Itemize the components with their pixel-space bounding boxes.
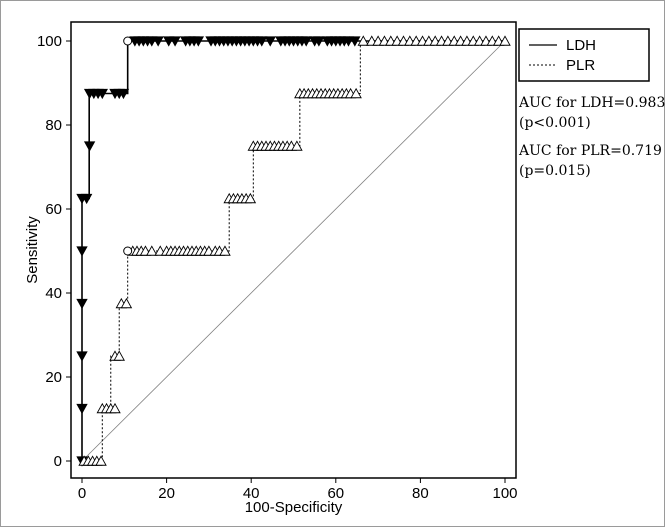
ldh-marker (80, 193, 93, 205)
y-tick-label: 40 (45, 285, 62, 302)
ldh-marker (256, 36, 268, 47)
ldh-marker (169, 36, 181, 47)
plr-cutoff-marker (123, 246, 133, 256)
y-tick-label: 60 (45, 201, 62, 218)
annotation-ldh-auc: AUC for LDH=0.983 (p<0.001) (519, 95, 665, 131)
x-tick-label: 20 (158, 485, 175, 502)
x-tick-label: 60 (327, 485, 344, 502)
plr-marker (146, 245, 158, 256)
ldh-marker (300, 36, 312, 47)
y-axis-title: Sensitivity (24, 216, 41, 284)
annotation-plr-auc: AUC for PLR=0.719 (p=0.015) (519, 143, 662, 179)
plr-marker (244, 192, 257, 204)
x-tick-label: 0 (78, 485, 86, 502)
y-tick-label: 0 (54, 453, 62, 470)
ldh-marker (96, 88, 108, 100)
plr-marker (219, 245, 231, 256)
ldh-marker (76, 403, 88, 415)
ldh-marker (152, 36, 164, 47)
plr-marker (291, 140, 303, 151)
y-tick-label: 20 (45, 369, 62, 386)
ldh-marker (192, 36, 205, 47)
ldh-marker (76, 351, 88, 362)
x-tick-label: 80 (412, 485, 429, 502)
plr-marker (95, 455, 107, 466)
ldh-marker (313, 36, 325, 47)
ldh-cutoff-marker (123, 36, 133, 46)
x-tick-label: 40 (243, 485, 260, 502)
ldh-marker (117, 88, 130, 100)
plr-marker (357, 35, 370, 46)
x-tick-label: 100 (492, 485, 517, 502)
ldh-marker (83, 141, 96, 152)
ldh-marker (76, 246, 88, 257)
ldh-marker (76, 298, 88, 310)
ldh-marker (349, 36, 361, 47)
y-tick-label: 80 (45, 117, 62, 134)
plr-marker (120, 297, 133, 309)
legend-label-ldh: LDH (566, 37, 596, 54)
diagonal-reference-line (81, 40, 506, 462)
plr-marker (113, 350, 125, 361)
plot-area-border (70, 21, 517, 479)
legend-label-plr: PLR (566, 57, 595, 74)
y-tick-label: 100 (37, 33, 62, 50)
plr-marker (499, 35, 511, 46)
plr-marker (350, 87, 362, 99)
legend-box (518, 28, 650, 82)
plr-marker (109, 402, 121, 414)
x-axis-title: 100-Specificity (245, 499, 343, 516)
ldh-marker (264, 36, 276, 47)
